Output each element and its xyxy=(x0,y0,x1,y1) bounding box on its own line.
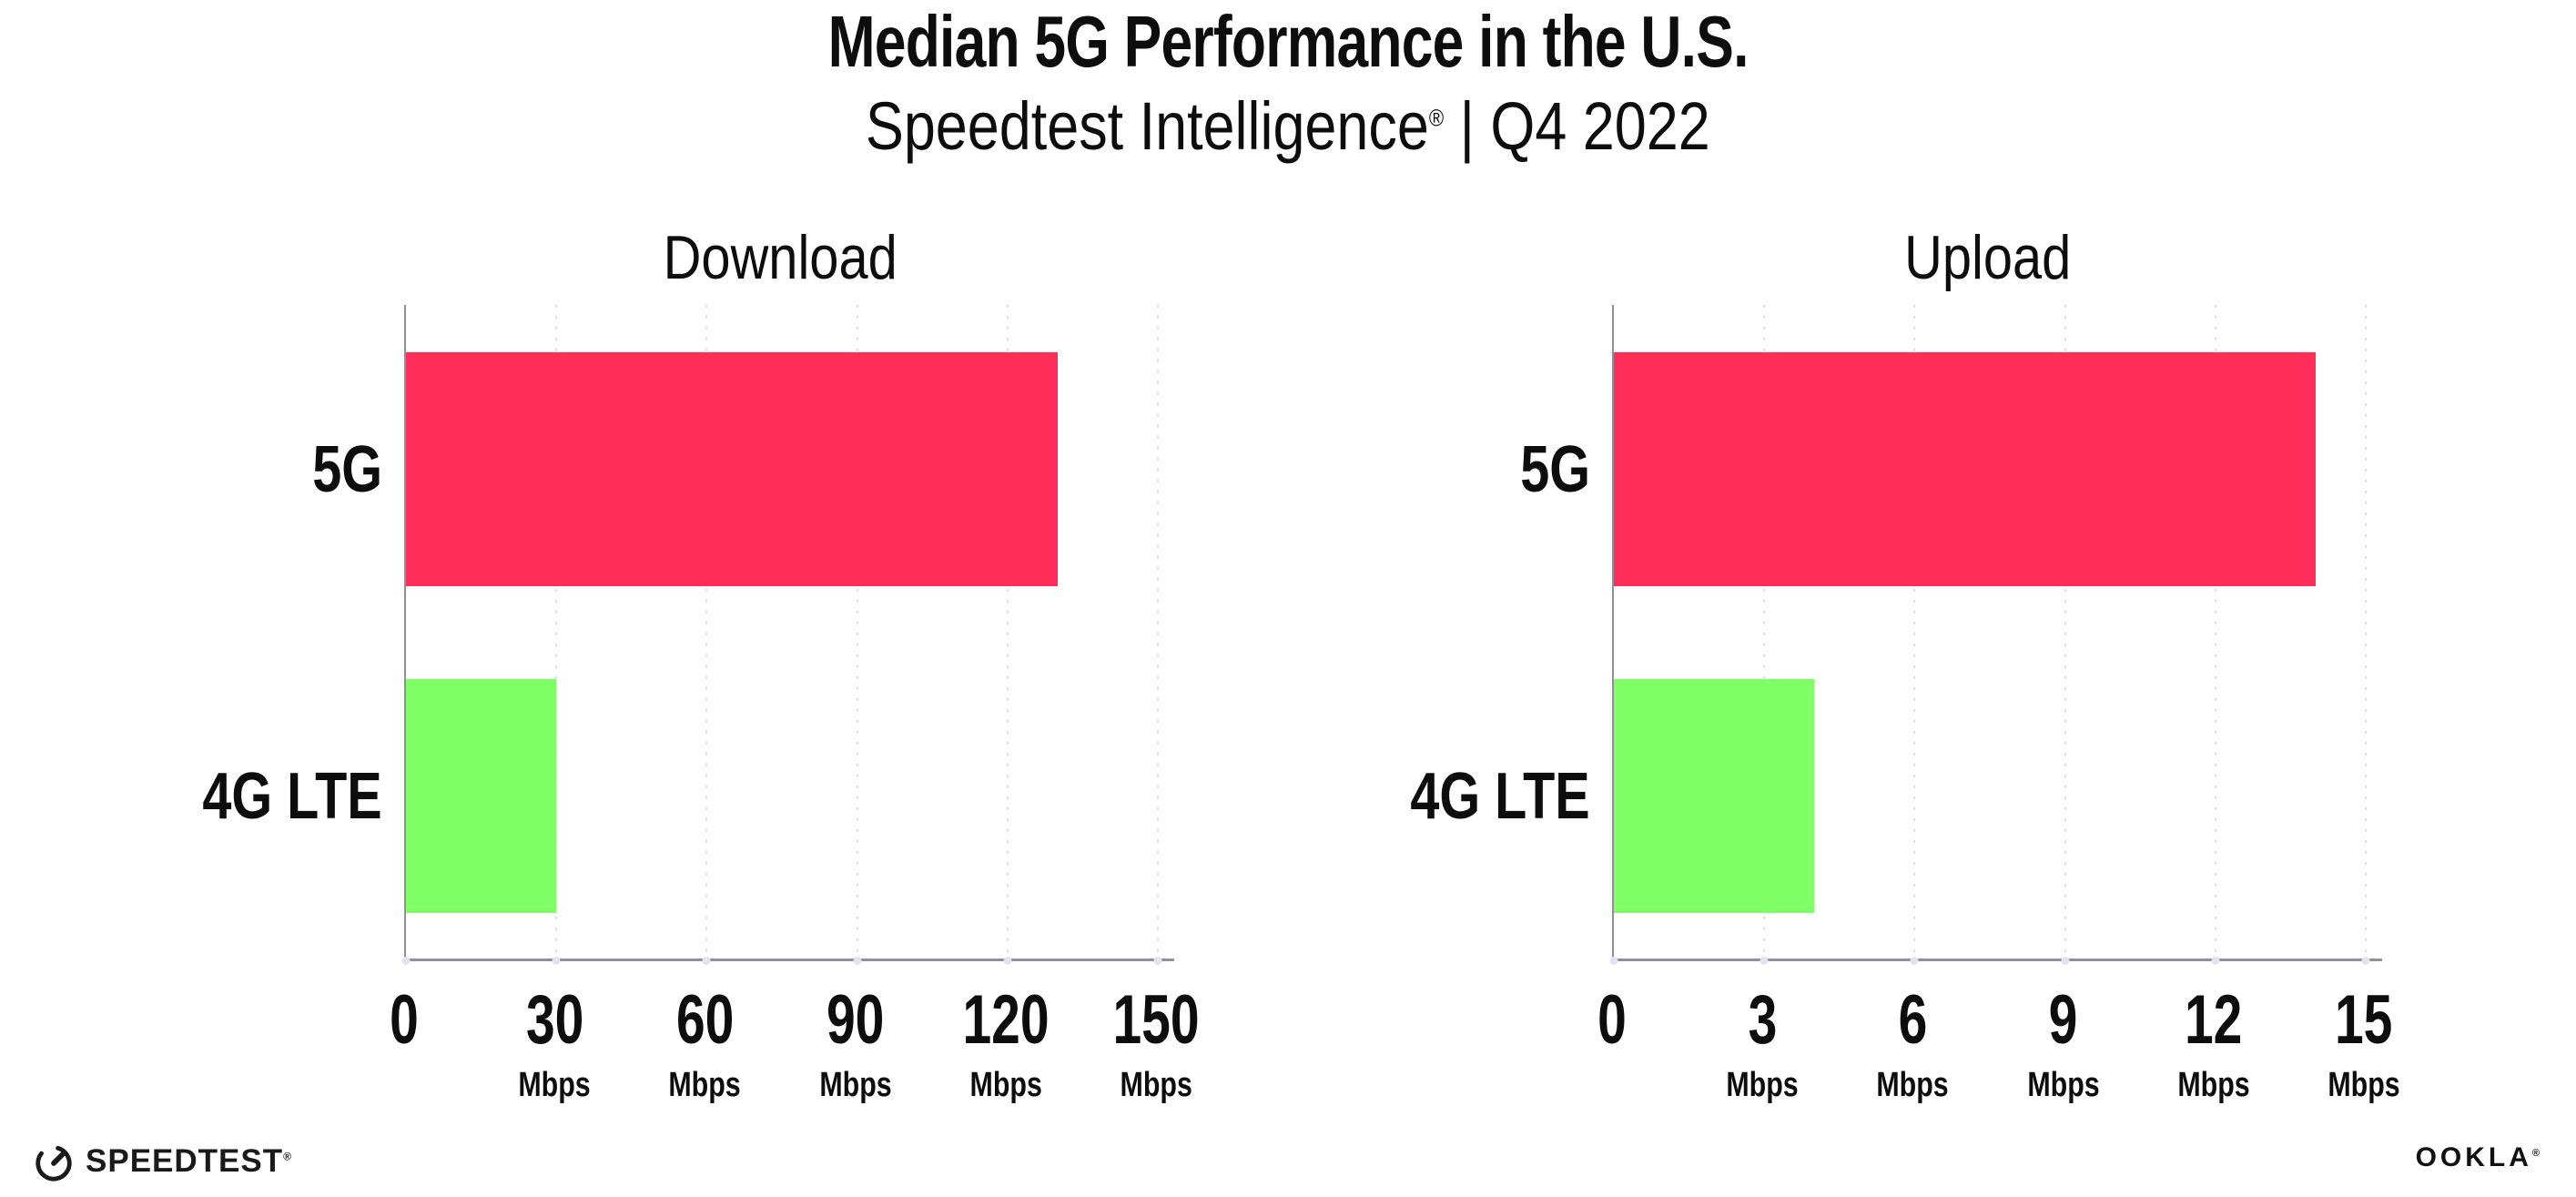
gridline xyxy=(856,305,858,959)
category-label: 5G xyxy=(1520,433,1590,506)
category-label: 4G LTE xyxy=(202,760,382,833)
x-tick-value: 15 xyxy=(2335,981,2393,1059)
axis-tick-dot xyxy=(2211,957,2220,965)
axis-tick-dot xyxy=(401,957,411,965)
subtitle-brand: Speedtest Intelligence xyxy=(866,88,1430,164)
upload-x-axis-ticks: 0 3 Mbps 6 Mbps 9 Mbps 12 Mbps 15 Mbps xyxy=(1597,981,2400,1122)
ookla-logo: OOKLA® xyxy=(2416,1142,2540,1173)
gridline xyxy=(1913,305,1916,959)
x-axis-line xyxy=(404,959,1174,961)
subtitle-period: | Q4 2022 xyxy=(1444,88,1710,164)
gridline xyxy=(1763,305,1766,959)
category-label: 5G xyxy=(312,433,382,506)
axis-tick-dot xyxy=(702,957,711,965)
download-plot-area: 5G 4G LTE xyxy=(203,305,1174,965)
x-tick-value: 150 xyxy=(1112,981,1200,1059)
x-tick-unit: Mbps xyxy=(2328,1066,2400,1104)
x-tick-unit: Mbps xyxy=(818,1066,892,1104)
page-title: Median 5G Performance in the U.S. xyxy=(0,0,2576,84)
x-tick-unit: Mbps xyxy=(1120,1066,1192,1104)
registered-trademark-icon: ® xyxy=(283,1150,292,1163)
x-tick-value: 9 xyxy=(2048,981,2078,1059)
page-subtitle: Speedtest Intelligence® | Q4 2022 xyxy=(0,87,2576,165)
download-x-axis-ticks: 0 30 Mbps 60 Mbps 90 Mbps 120 Mbps 150 Mbps xyxy=(390,981,1199,1122)
x-tick-value: 6 xyxy=(1898,981,1928,1059)
x-tick-label: 150 Mbps xyxy=(1099,981,1214,1104)
x-tick-value: 60 xyxy=(675,981,735,1059)
x-tick-label: 120 Mbps xyxy=(948,981,1063,1104)
upload-chart-title: Upload xyxy=(1904,223,2072,292)
axis-tick-dot xyxy=(2361,957,2370,965)
x-tick-value: 0 xyxy=(390,981,419,1059)
x-tick-label: 12 Mbps xyxy=(2168,981,2258,1104)
x-tick-value: 30 xyxy=(525,981,583,1059)
bar-4g-lte xyxy=(1614,679,1815,913)
upload-chart: Upload 5G 4G LTE 0 3 Mbps 6 Mbps 9 Mbps 12 Mbps 15… xyxy=(1411,218,2400,1129)
gridline xyxy=(2365,305,2367,959)
axis-tick-dot xyxy=(1003,957,1012,965)
x-tick-label: 0 xyxy=(1593,986,1631,1055)
gridline xyxy=(1006,305,1009,959)
x-tick-unit: Mbps xyxy=(2026,1066,2100,1104)
axis-tick-dot xyxy=(1910,957,1919,965)
x-tick-unit: Mbps xyxy=(1726,1066,1799,1104)
page-title-text: Median 5G Performance in the U.S. xyxy=(827,1,1749,82)
ookla-logo-text: OOKLA xyxy=(2415,1142,2532,1172)
x-tick-unit: Mbps xyxy=(1876,1066,1950,1104)
download-chart: Download 5G 4G LTE 0 30 Mbps 60 Mbps 90 Mbps 120… xyxy=(203,218,1200,1129)
axis-tick-dot xyxy=(1153,957,1162,965)
speedtest-logo-text: SPEEDTEST xyxy=(86,1143,284,1179)
x-tick-unit: Mbps xyxy=(2177,1066,2250,1104)
gridline xyxy=(2064,305,2066,959)
x-tick-label: 9 Mbps xyxy=(2018,981,2108,1104)
download-chart-title: Download xyxy=(663,223,898,292)
x-tick-unit: Mbps xyxy=(668,1066,742,1104)
gridline xyxy=(705,305,708,959)
axis-tick-dot xyxy=(853,957,862,965)
bar-5g xyxy=(1614,352,2316,586)
x-axis-line xyxy=(1612,959,2382,961)
speedtest-logo: SPEEDTEST® xyxy=(33,1141,292,1182)
x-tick-label: 0 xyxy=(385,986,423,1055)
axis-tick-dot xyxy=(1760,957,1769,965)
x-tick-value: 120 xyxy=(962,981,1050,1059)
bar-4g-lte xyxy=(406,679,557,913)
axis-tick-dot xyxy=(552,957,561,965)
axis-tick-dot xyxy=(1609,957,1618,965)
x-tick-value: 12 xyxy=(2185,981,2243,1059)
x-tick-unit: Mbps xyxy=(969,1066,1042,1104)
gridline xyxy=(1157,305,1159,959)
x-tick-value: 90 xyxy=(826,981,885,1059)
x-tick-value: 0 xyxy=(1597,981,1627,1059)
registered-trademark-icon: ® xyxy=(2531,1148,2540,1159)
bar-5g xyxy=(406,352,1058,586)
gridline xyxy=(2214,305,2216,959)
gridline xyxy=(555,305,558,959)
x-tick-value: 3 xyxy=(1748,981,1778,1059)
x-tick-label: 6 Mbps xyxy=(1868,981,1958,1104)
x-tick-label: 15 Mbps xyxy=(2318,981,2409,1104)
x-tick-label: 3 Mbps xyxy=(1718,981,1808,1104)
speedtest-gauge-icon xyxy=(35,1145,72,1182)
axis-tick-dot xyxy=(2061,957,2070,965)
x-tick-label: 90 Mbps xyxy=(810,981,900,1104)
x-tick-label: 30 Mbps xyxy=(510,981,600,1104)
upload-plot-area: 5G 4G LTE xyxy=(1411,305,2382,965)
x-tick-unit: Mbps xyxy=(518,1066,591,1104)
registered-trademark-icon: ® xyxy=(1429,104,1445,132)
category-label: 4G LTE xyxy=(1410,760,1590,833)
x-tick-label: 60 Mbps xyxy=(660,981,750,1104)
